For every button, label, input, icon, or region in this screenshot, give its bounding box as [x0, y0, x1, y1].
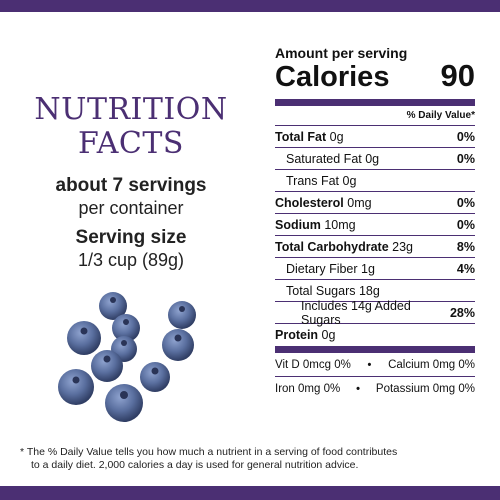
blueberry-icon [112, 314, 140, 342]
nutrient-dv: 8% [456, 239, 475, 254]
blueberry-icon [105, 384, 143, 422]
footnote-line-1: * The % Daily Value tells you how much a… [20, 446, 398, 458]
nutrient-amount: 0mg [347, 195, 372, 210]
blueberry-icon [140, 362, 170, 392]
nutrient-name: Sodium [275, 217, 321, 232]
nutrient-name: Protein [275, 328, 319, 342]
blueberries-illustration [58, 292, 196, 422]
nutrient-name: Total Carbohydrate [275, 239, 389, 254]
nutrient-row-total-fat: Total Fat 0g 0% [275, 126, 475, 148]
nutrient-row-cholesterol: Cholesterol 0mg 0% [275, 192, 475, 214]
nutrient-row-dietary-fiber: Dietary Fiber 1g 4% [275, 258, 475, 280]
nutrient-name: Total Fat [275, 129, 327, 144]
nutrient-amount: 0g [329, 129, 344, 144]
blueberry-icon [67, 321, 101, 355]
nutrient-dv: 0% [456, 217, 475, 232]
nutrient-amount: 23g [392, 239, 414, 254]
potassium: Potassium 0mg 0% [375, 383, 475, 395]
blueberry-icon [99, 292, 127, 320]
footnote-line-2: to a daily diet. 2,000 calories a day is… [31, 459, 359, 471]
thick-divider [275, 346, 475, 353]
nutrition-facts-heading: NUTRITION FACTS [0, 93, 262, 161]
nutrient-dv: 28% [449, 305, 475, 320]
nutrient-amount: 1g [361, 261, 375, 276]
nutrient-row-total-sugars: Total Sugars 18g [275, 280, 475, 302]
nutrient-name: Cholesterol [275, 195, 344, 210]
amount-per-serving: Amount per serving [275, 45, 408, 61]
serving-size-label: Serving size [75, 227, 187, 248]
nutrient-amount: 0g [342, 173, 357, 188]
calcium: Calcium 0mg 0% [388, 358, 475, 371]
nutrient-name: Includes 14g Added Sugars [301, 298, 411, 327]
nutrient-dv: 4% [456, 261, 475, 276]
nutrient-amount: 10mg [324, 217, 356, 232]
bullet-separator: • [356, 383, 360, 395]
nutrient-row-saturated-fat: Saturated Fat 0g 0% [275, 148, 475, 170]
nutrient-row-protein: Protein 0g [275, 324, 475, 346]
nutrient-name: Trans Fat [286, 173, 340, 188]
blueberry-icon [162, 329, 194, 361]
nutrient-row-added-sugars: Includes 14g Added Sugars 28% [275, 298, 475, 327]
blueberry-icon [168, 301, 196, 329]
nutrient-amount: 18g [358, 283, 380, 298]
iron: Iron 0mg 0% [275, 383, 341, 395]
vitamin-row-1: Vit D 0mcg 0% • Calcium 0mg 0% [275, 353, 475, 377]
nutrient-amount: 0g [321, 328, 336, 342]
blueberry-icon [91, 350, 123, 382]
heading-line-1: NUTRITION [34, 92, 228, 127]
bottom-color-band [0, 486, 500, 500]
calories-label: Calories [275, 61, 390, 93]
nutrient-amount: 0g [365, 151, 380, 166]
servings-count: about 7 servings [55, 175, 207, 196]
bullet-separator: • [367, 358, 372, 371]
vitamin-row-2: Iron 0mg 0% • Potassium 0mg 0% [275, 377, 475, 401]
serving-size-value: 1/3 cup (89g) [77, 250, 185, 270]
nutrient-name: Dietary Fiber [286, 261, 358, 276]
nutrient-name: Saturated Fat [286, 151, 362, 166]
heading-line-2: FACTS [78, 126, 184, 161]
vitamin-d: Vit D 0mcg 0% [275, 358, 351, 371]
thick-divider [275, 99, 475, 106]
servings-per-container: per container [78, 198, 184, 218]
calories-value: 90 [440, 58, 475, 93]
divider [275, 125, 475, 126]
nutrient-dv: 0% [456, 129, 475, 144]
nutrient-row-total-carbohydrate: Total Carbohydrate 23g 8% [275, 236, 475, 258]
calories-row: Calories 90 [275, 58, 475, 93]
nutrient-dv: 0% [456, 151, 475, 166]
daily-value-footnote: * The % Daily Value tells you how much a… [20, 446, 490, 472]
nutrient-name: Total Sugars [286, 283, 356, 298]
nutrition-label: Amount per serving Calories 90 % Daily V… [275, 45, 475, 401]
daily-value-header: % Daily Value* [406, 110, 475, 121]
nutrient-row-sodium: Sodium 10mg 0% [275, 214, 475, 236]
top-color-band [0, 0, 500, 12]
blueberry-icon [58, 369, 94, 405]
servings-info: about 7 servings per container Serving s… [0, 175, 262, 271]
nutrient-dv: 0% [456, 195, 475, 210]
nutrient-row-trans-fat: Trans Fat 0g [275, 170, 475, 192]
